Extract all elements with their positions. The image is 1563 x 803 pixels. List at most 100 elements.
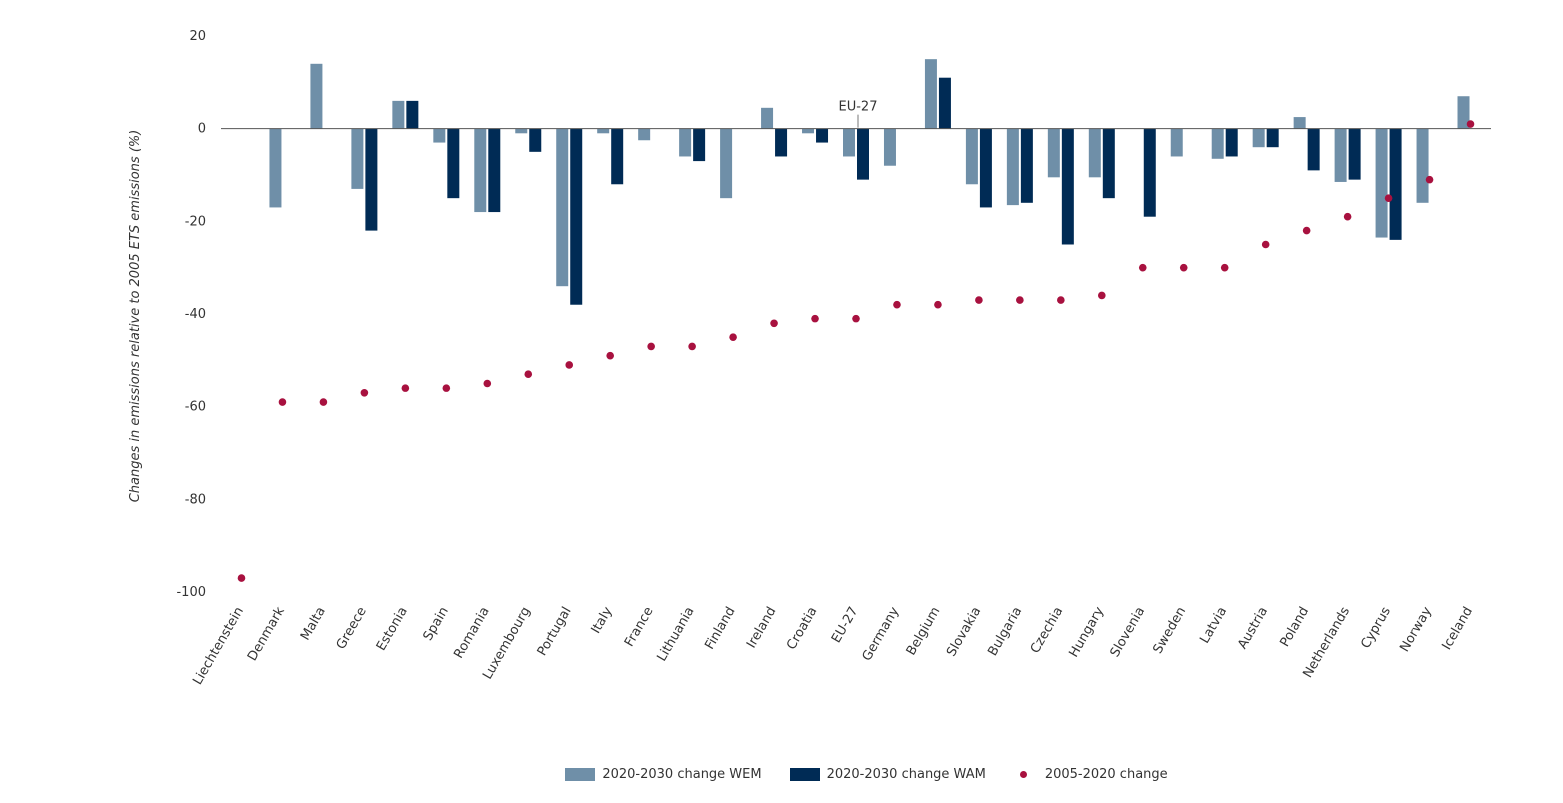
- x-tick-label: Belgium: [904, 605, 944, 659]
- x-tick-label: Norway: [1397, 604, 1435, 654]
- point-2005-2020-denmark[interactable]: [278, 398, 287, 406]
- point-2005-2020-estonia[interactable]: [401, 384, 410, 392]
- x-tick-label: EU-27: [829, 605, 861, 646]
- point-2005-2020-malta[interactable]: [319, 398, 328, 406]
- point-2005-2020-iceland[interactable]: [1466, 120, 1475, 128]
- bar-wem-poland[interactable]: [1293, 117, 1306, 129]
- bar-wam-romania[interactable]: [488, 128, 501, 213]
- bar-wem-eu-27[interactable]: [843, 128, 855, 157]
- bar-wem-netherlands[interactable]: [1334, 128, 1347, 182]
- point-2005-2020-lithuania[interactable]: [688, 342, 696, 351]
- bar-wem-portugal[interactable]: [556, 128, 569, 287]
- point-2005-2020-latvia[interactable]: [1220, 263, 1229, 272]
- bar-wam-hungary[interactable]: [1102, 128, 1115, 199]
- bar-wam-austria[interactable]: [1266, 128, 1279, 148]
- x-tick-label: Ireland: [744, 605, 779, 651]
- bar-wem-ireland[interactable]: [761, 107, 774, 129]
- bar-wem-czechia[interactable]: [1047, 128, 1060, 178]
- point-2005-2020-france[interactable]: [647, 342, 655, 351]
- bar-wem-belgium[interactable]: [924, 59, 937, 129]
- bar-wam-luxembourg[interactable]: [529, 128, 542, 152]
- x-tick-label: Romania: [451, 605, 492, 662]
- legend-swatch-wem: [565, 767, 596, 781]
- bar-wem-italy[interactable]: [597, 128, 610, 134]
- bar-wam-greece[interactable]: [365, 128, 378, 231]
- bar-wam-cyprus[interactable]: [1389, 128, 1402, 240]
- bar-wam-lithuania[interactable]: [693, 128, 706, 162]
- point-2005-2020-czechia[interactable]: [1057, 296, 1065, 304]
- x-tick-label: Spain: [421, 605, 452, 644]
- bar-wem-norway[interactable]: [1416, 128, 1429, 203]
- bar-wam-latvia[interactable]: [1225, 128, 1238, 157]
- point-2005-2020-belgium[interactable]: [934, 300, 942, 309]
- bar-wem-estonia[interactable]: [392, 100, 405, 129]
- point-2005-2020-slovenia[interactable]: [1138, 263, 1147, 272]
- bar-wem-latvia[interactable]: [1211, 128, 1224, 159]
- point-2005-2020-poland[interactable]: [1302, 226, 1311, 235]
- bar-wem-bulgaria[interactable]: [1006, 128, 1019, 206]
- point-2005-2020-netherlands[interactable]: [1343, 212, 1352, 221]
- point-2005-2020-austria[interactable]: [1261, 240, 1270, 249]
- point-2005-2020-croatia[interactable]: [811, 314, 819, 323]
- bar-wem-france[interactable]: [638, 128, 651, 141]
- bar-wam-croatia[interactable]: [816, 128, 829, 143]
- bar-wam-belgium[interactable]: [938, 77, 951, 129]
- bar-wam-italy[interactable]: [611, 128, 624, 185]
- bar-wam-portugal[interactable]: [570, 128, 583, 305]
- bar-wem-slovakia[interactable]: [965, 128, 978, 185]
- x-tick-label: Greece: [334, 605, 370, 653]
- bar-wam-bulgaria[interactable]: [1020, 128, 1033, 203]
- point-2005-2020-germany[interactable]: [893, 300, 901, 309]
- y-tick-label: 20: [189, 29, 206, 44]
- point-2005-2020-finland[interactable]: [729, 333, 737, 341]
- bar-wem-sweden[interactable]: [1170, 128, 1183, 157]
- bar-wem-denmark[interactable]: [269, 128, 282, 208]
- point-2005-2020-luxembourg[interactable]: [524, 370, 533, 379]
- bar-wem-romania[interactable]: [474, 128, 487, 213]
- bar-wem-luxembourg[interactable]: [515, 128, 528, 134]
- bar-wem-lithuania[interactable]: [679, 128, 692, 157]
- bar-wem-germany[interactable]: [883, 128, 896, 166]
- bar-wem-austria[interactable]: [1252, 128, 1265, 148]
- x-tick-label: Denmark: [245, 604, 288, 664]
- point-2005-2020-romania[interactable]: [483, 379, 492, 388]
- bar-wam-poland[interactable]: [1307, 128, 1320, 171]
- legend-item-wem[interactable]: 2020-2030 change WEM: [565, 764, 762, 784]
- bar-wem-greece[interactable]: [351, 128, 364, 189]
- y-tick-label: -100: [176, 585, 206, 600]
- bar-wem-finland[interactable]: [720, 128, 733, 199]
- point-2005-2020-eu-27[interactable]: [852, 314, 860, 323]
- point-2005-2020-hungary[interactable]: [1098, 291, 1106, 300]
- bar-wem-malta[interactable]: [310, 63, 323, 129]
- bar-wam-czechia[interactable]: [1061, 128, 1074, 245]
- legend-item-wam[interactable]: 2020-2030 change WAM: [789, 764, 986, 784]
- point-2005-2020-bulgaria[interactable]: [1016, 296, 1024, 304]
- point-2005-2020-italy[interactable]: [606, 351, 614, 360]
- point-2005-2020-spain[interactable]: [442, 384, 451, 392]
- bar-wem-croatia[interactable]: [802, 128, 815, 134]
- y-tick-label: -60: [185, 400, 206, 415]
- bar-wam-eu-27[interactable]: [857, 128, 869, 180]
- bar-wam-spain[interactable]: [447, 128, 460, 199]
- point-2005-2020-sweden[interactable]: [1179, 263, 1188, 272]
- bar-wam-slovakia[interactable]: [979, 128, 992, 208]
- legend-item-2005-2020[interactable]: 2005-2020 change: [1014, 764, 1168, 784]
- point-2005-2020-slovakia[interactable]: [975, 296, 983, 304]
- bar-wam-estonia[interactable]: [406, 100, 419, 129]
- bar-wem-hungary[interactable]: [1088, 128, 1101, 178]
- point-2005-2020-greece[interactable]: [360, 388, 369, 397]
- bar-wem-cyprus[interactable]: [1375, 128, 1388, 238]
- point-2005-2020-norway[interactable]: [1425, 175, 1434, 184]
- bar-wem-spain[interactable]: [433, 128, 446, 143]
- bar-wam-netherlands[interactable]: [1348, 128, 1361, 180]
- point-2005-2020-portugal[interactable]: [565, 361, 574, 369]
- x-tick-label: Slovakia: [944, 605, 984, 660]
- point-2005-2020-liechtenstein[interactable]: [237, 574, 246, 582]
- bar-wem-iceland[interactable]: [1457, 96, 1470, 129]
- bar-wam-ireland[interactable]: [775, 128, 788, 157]
- point-2005-2020-ireland[interactable]: [770, 319, 778, 328]
- bar-wam-slovenia[interactable]: [1143, 128, 1156, 217]
- point-2005-2020-cyprus[interactable]: [1384, 194, 1393, 202]
